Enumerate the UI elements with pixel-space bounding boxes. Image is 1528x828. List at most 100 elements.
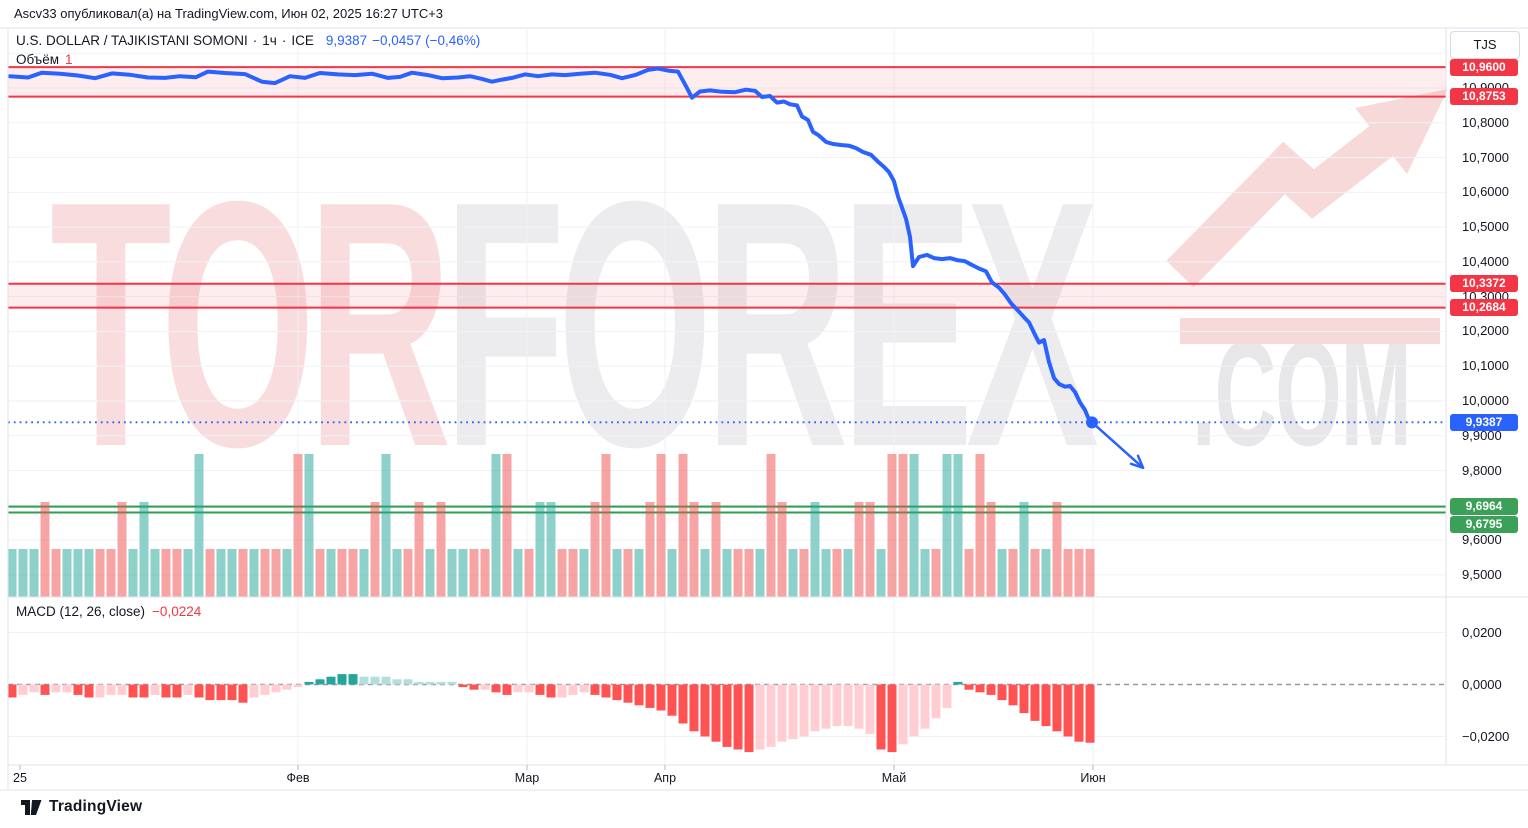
macd-bar	[227, 684, 237, 701]
macd-bar	[612, 684, 622, 701]
exchange-label[interactable]: ICE	[291, 33, 314, 48]
macd-bar	[711, 684, 721, 742]
interval-label[interactable]: 1ч	[262, 33, 277, 48]
macd-bar	[997, 684, 1007, 701]
volume-bar	[370, 502, 380, 597]
volume-bar	[920, 549, 930, 597]
macd-bar	[942, 684, 952, 708]
volume-bar	[348, 549, 358, 597]
macd-legend: MACD (12, 26, close) −0,0224	[16, 604, 201, 619]
time-axis-label: Фев	[286, 771, 310, 785]
volume-bar	[469, 549, 479, 597]
price-axis[interactable]: TJS 10,900010,800010,700010,600010,50001…	[1446, 28, 1528, 765]
volume-bar	[491, 454, 501, 597]
macd-bar	[117, 684, 127, 695]
volume-bar	[689, 502, 699, 597]
macd-bar	[854, 684, 864, 729]
price-axis-label: 9,9000	[1462, 427, 1502, 443]
volume-bar	[623, 549, 633, 597]
macd-bar	[821, 684, 831, 729]
volume-bar	[612, 549, 622, 597]
volume-bar	[282, 549, 292, 597]
macd-bar	[139, 684, 149, 698]
volume-bar	[480, 549, 490, 597]
volume-bar	[205, 549, 215, 597]
volume-bar	[1063, 549, 1073, 597]
macd-bar	[106, 684, 116, 695]
price-axis-label: 10,8000	[1462, 114, 1509, 130]
volume-bar	[326, 549, 336, 597]
volume-bar	[579, 549, 589, 597]
volume-bar	[403, 549, 413, 597]
macd-bar	[722, 684, 732, 747]
symbol-title[interactable]: U.S. DOLLAR / TAJIKISTANI SOMONI	[16, 33, 248, 48]
price-axis-label: 9,5000	[1462, 566, 1502, 582]
volume-bar	[513, 549, 523, 597]
macd-bar	[458, 684, 468, 688]
volume-bar	[700, 549, 710, 597]
macd-bar	[810, 684, 820, 732]
macd-bar	[95, 684, 105, 698]
macd-bar	[843, 684, 853, 727]
macd-bar	[887, 684, 897, 753]
macd-bar	[326, 676, 336, 685]
legend-separator: ·	[252, 33, 258, 48]
volume-bar	[601, 454, 611, 597]
volume-bar	[524, 549, 534, 597]
price-level-badge: 10,3372	[1450, 275, 1518, 293]
tradingview-logo-icon	[21, 799, 42, 815]
macd-label[interactable]: MACD (12, 26, close)	[16, 604, 146, 619]
time-axis-label: Май	[881, 771, 907, 785]
price-level-badge: 10,2684	[1450, 299, 1518, 317]
volume-bar	[260, 549, 270, 597]
macd-bar	[623, 684, 633, 703]
attribution-text: Ascv33 опубликовал(а) на TradingView.com…	[14, 6, 444, 21]
volume-legend: Объём 1	[16, 52, 73, 67]
volume-bar	[678, 454, 688, 597]
price-axis-label: 10,6000	[1462, 184, 1509, 200]
macd-axis-label: −0,0200	[1462, 728, 1510, 744]
macd-bar	[348, 674, 358, 685]
volume-bar	[249, 549, 259, 597]
volume-bar	[931, 549, 941, 597]
volume-label[interactable]: Объём	[16, 52, 60, 67]
macd-bar	[7, 684, 17, 698]
volume-bar	[436, 502, 446, 597]
macd-bar	[777, 684, 787, 742]
tradingview-logo[interactable]: TradingView	[20, 798, 142, 816]
volume-bar	[590, 502, 600, 597]
price-axis-label: 10,7000	[1462, 149, 1509, 165]
volume-bar	[975, 454, 985, 597]
volume-bar	[711, 502, 721, 597]
volume-bar	[502, 454, 512, 597]
macd-bar	[799, 684, 809, 737]
time-axis-label: Июн	[1080, 771, 1106, 785]
volume-bar	[744, 549, 754, 597]
volume-bar	[722, 549, 732, 597]
macd-bar	[370, 676, 380, 685]
macd-bar	[700, 684, 710, 737]
volume-bar	[942, 454, 952, 597]
volume-bar	[535, 502, 545, 597]
volume-bar	[337, 549, 347, 597]
macd-bar	[568, 684, 578, 695]
macd-bar	[535, 684, 545, 695]
macd-bar	[546, 684, 556, 698]
currency-toggle-button[interactable]: TJS	[1450, 31, 1520, 59]
volume-bar	[73, 549, 83, 597]
volume-bar	[18, 549, 28, 597]
macd-bar	[392, 679, 402, 685]
macd-bar	[447, 681, 457, 685]
macd-bar	[898, 684, 908, 745]
volume-bar	[799, 549, 809, 597]
macd-bar	[964, 684, 974, 690]
volume-bar	[293, 454, 303, 597]
projection-arrow[interactable]	[1090, 421, 1145, 470]
time-axis[interactable]: 25 Фев Мар Апр Май Июн	[0, 765, 1528, 790]
legend-separator: ·	[281, 33, 287, 48]
price-level-badge: 9,6795	[1450, 516, 1518, 534]
volume-bar	[29, 549, 39, 597]
macd-bar	[865, 684, 875, 734]
macd-bar	[1063, 684, 1073, 737]
